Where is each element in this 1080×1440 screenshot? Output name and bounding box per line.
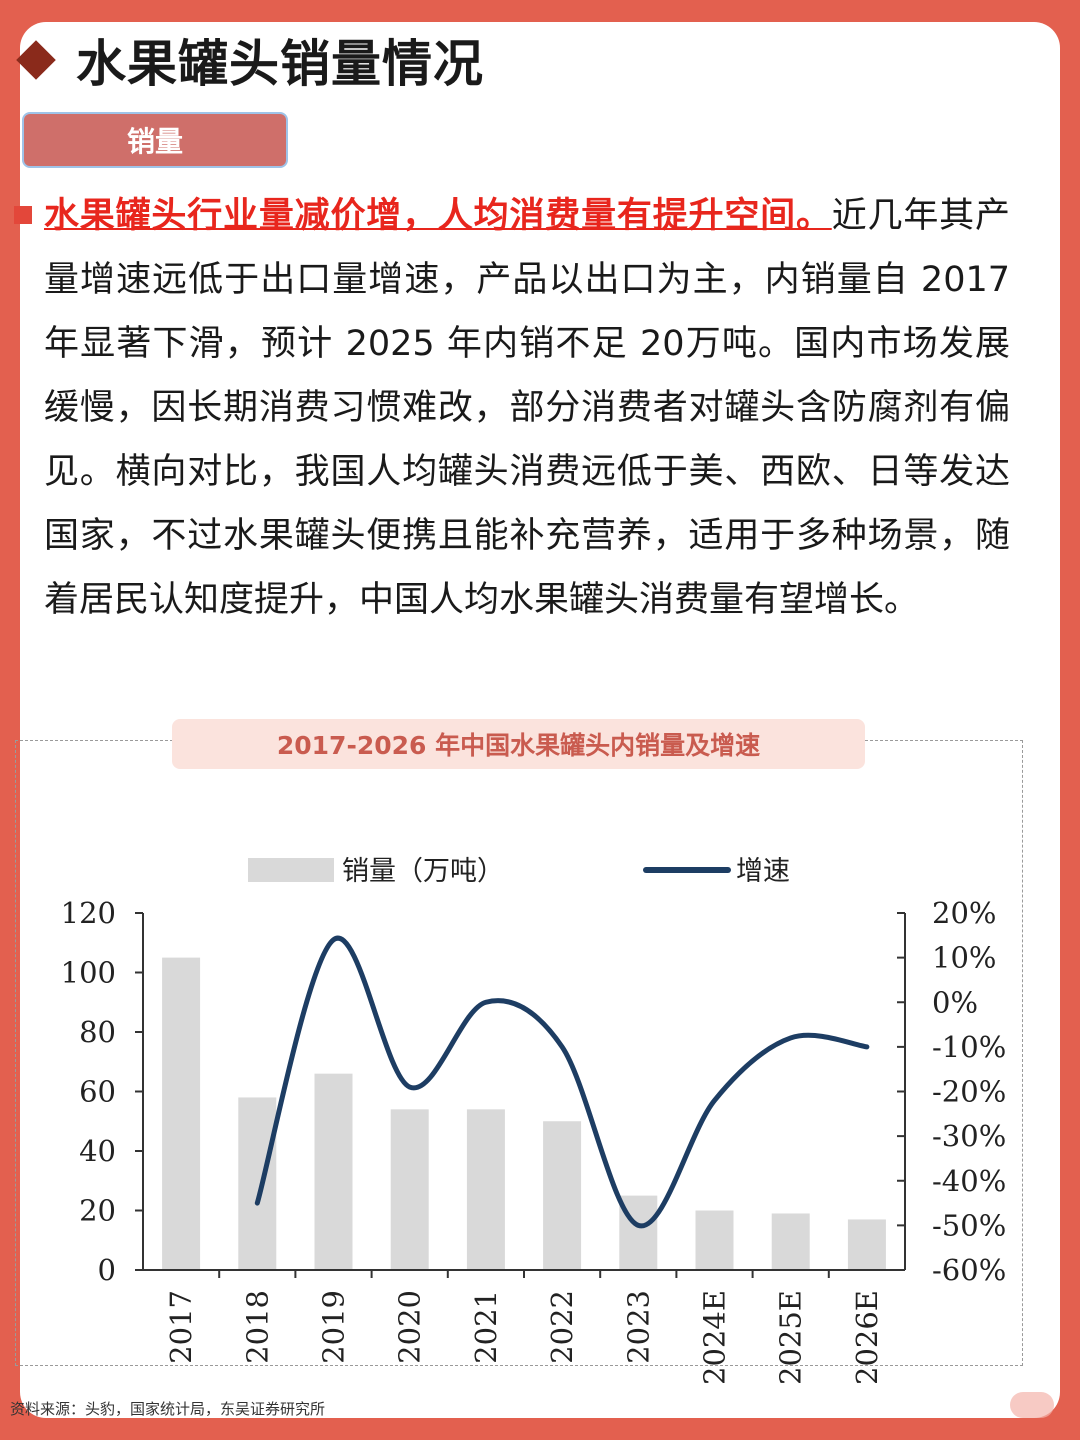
right-tick-label: -10% [932,1030,1006,1064]
legend-bar-swatch [248,858,334,882]
x-tick-label: 2017 [164,1290,198,1364]
right-tick-label: 10% [932,941,996,975]
bar [695,1210,734,1270]
left-tick-label: 40 [79,1134,116,1168]
left-tick-label: 100 [61,956,116,990]
left-tick-label: 80 [79,1015,116,1049]
x-tick-label: 2025E [774,1290,808,1385]
bar [314,1073,353,1270]
x-tick-label: 2023 [621,1290,655,1364]
x-tick-label: 2019 [317,1290,351,1364]
right-tick-label: -30% [932,1119,1006,1153]
right-tick-label: -60% [932,1253,1006,1287]
right-tick-label: -20% [932,1075,1006,1109]
left-tick-label: 120 [61,896,116,930]
left-tick-label: 0 [98,1253,116,1287]
legend-line-label: 增速 [736,856,790,887]
bullet-square-icon [14,206,32,224]
bar [238,1097,277,1270]
title-row: 水果罐头销量情况 [14,24,484,96]
x-tick-label: 2024E [698,1290,732,1385]
source-note: 资料来源：头豹，国家统计局，东吴证券研究所 [10,1400,326,1418]
paragraph-text: 近几年其产量增速远低于出口量增速，产品以出口为主，内销量自 2017 年显著下滑… [44,196,1010,620]
x-tick-label: 2026E [850,1290,884,1385]
bar [847,1219,886,1270]
right-tick-label: 0% [932,985,978,1019]
left-tick-label: 20 [79,1194,116,1228]
watermark-logo [1010,1392,1054,1418]
x-tick-label: 2022 [545,1290,579,1364]
left-tick-label: 60 [79,1075,116,1109]
right-tick-label: -40% [932,1164,1006,1198]
highlight-sentence: 水果罐头行业量减价增，人均消费量有提升空间。 [44,196,832,236]
chart-title: 2017-2026 年中国水果罐头内销量及增速 [172,719,865,769]
x-tick-label: 2020 [393,1290,427,1364]
x-tick-label: 2018 [240,1290,274,1364]
section-tab: 销量 [22,112,288,168]
page-title: 水果罐头销量情况 [76,35,484,93]
legend-bar-label: 销量（万吨） [342,856,504,887]
bar [162,957,201,1270]
right-tick-label: -50% [932,1208,1006,1242]
bar [771,1213,810,1270]
x-tick-label: 2021 [469,1290,503,1364]
body-paragraph: 水果罐头行业量减价增，人均消费量有提升空间。近几年其产量增速远低于出口量增速，产… [44,184,1010,632]
bar [543,1121,582,1270]
bar [466,1109,505,1270]
bar [390,1109,429,1270]
right-tick-label: 20% [932,896,996,930]
growth-line [254,935,870,1229]
